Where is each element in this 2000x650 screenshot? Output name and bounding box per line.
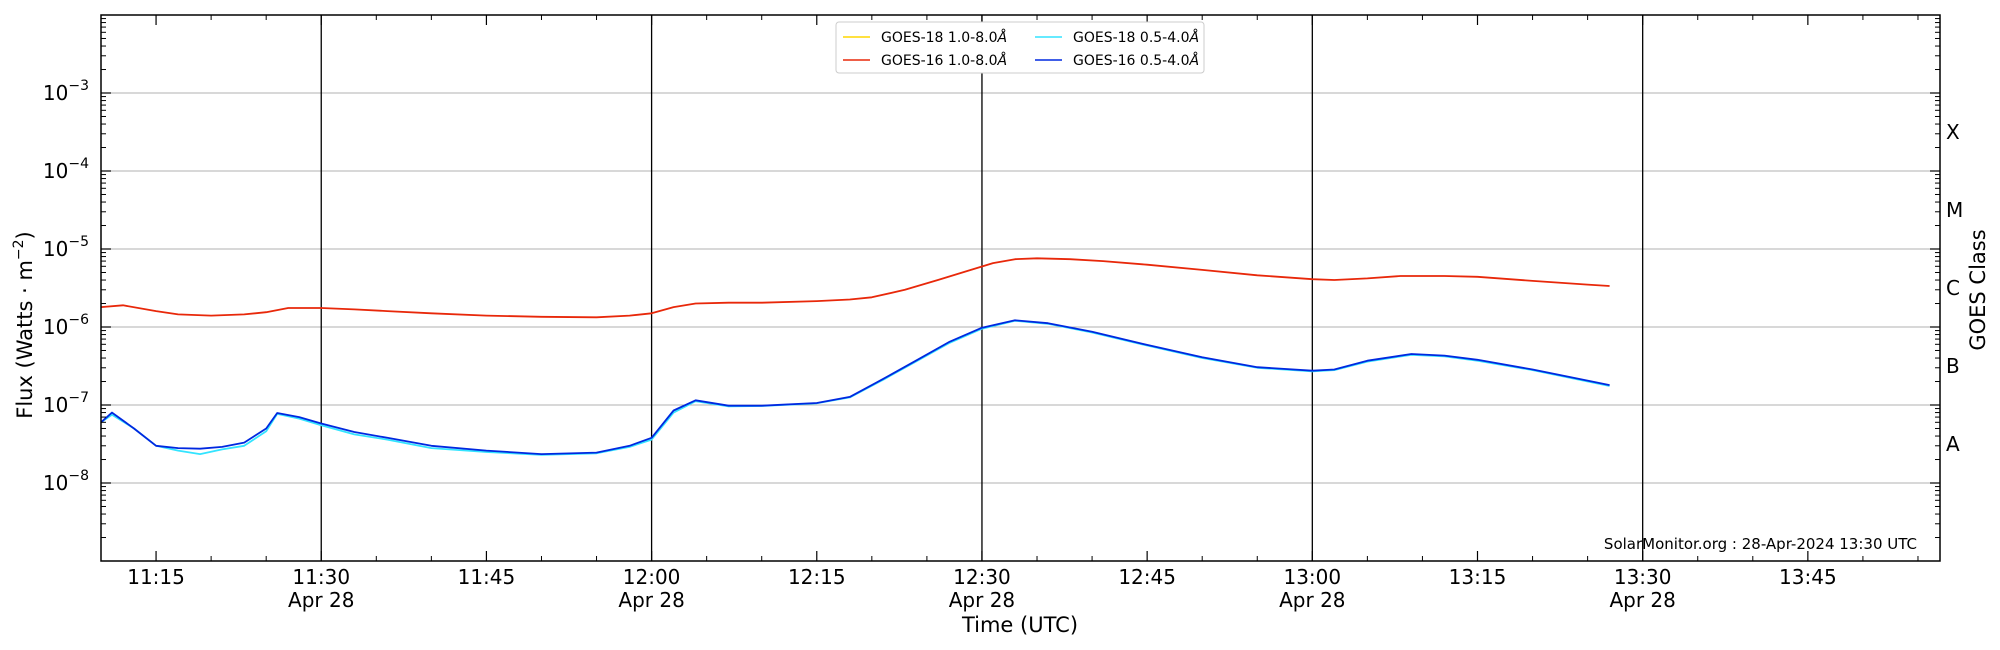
series-line (100, 257, 1610, 319)
plot-frame (100, 14, 1941, 562)
legend-entries: GOES-18 1.0-8.0Å GOES-18 0.5-4.0Å GOES-16 … (843, 29, 1199, 69)
x-tick-date-label: Apr 28 (1609, 588, 1675, 612)
goes-class-label: M (1946, 198, 1963, 222)
goes-class-label: C (1946, 276, 1960, 300)
legend-label: GOES-16 0.5-4.0Å (1073, 52, 1199, 69)
x-tick-label: 11:30 (292, 565, 350, 589)
y-tick-label: 10−5 (43, 234, 89, 261)
y-tick-label: 10−8 (43, 468, 89, 495)
y-tick-label: 10−4 (43, 156, 89, 183)
series-line (100, 319, 1610, 456)
y-tick-label: 10−7 (43, 390, 89, 417)
x-tick-label: 12:00 (623, 565, 681, 589)
x-tick-label: 12:30 (953, 565, 1011, 589)
goes-class-label: A (1946, 432, 1960, 456)
x-axis-label: Time (UTC) (961, 613, 1078, 637)
y-tick-label: 10−6 (43, 312, 89, 339)
x-tick-label: 12:15 (788, 565, 846, 589)
y-axis-label: Flux (Watts · m−2) (11, 231, 37, 419)
x-tick-label: 13:15 (1449, 565, 1507, 589)
x-tick-date-label: Apr 28 (949, 588, 1015, 612)
x-tick-label: 11:45 (458, 565, 516, 589)
x-tick-date-label: Apr 28 (288, 588, 354, 612)
vertical-time-markers (320, 15, 1644, 561)
x-tick-date-label: Apr 28 (618, 588, 684, 612)
x-tick-label: 13:00 (1283, 565, 1341, 589)
horizontal-grid (101, 92, 1940, 484)
goes-class-label: B (1946, 354, 1960, 378)
x-tick-date-label: Apr 28 (1279, 588, 1345, 612)
x-tick-label: 12:45 (1118, 565, 1176, 589)
legend-label: GOES-18 1.0-8.0Å (881, 29, 1007, 46)
goes-class-axis-label: GOES Class (1966, 229, 1990, 350)
credit-text: SolarMonitor.org : 28-Apr-2024 13:30 UTC (1604, 535, 1917, 553)
axis-ticks (100, 15, 1940, 561)
goes-class-labels: A B C M X (1946, 120, 1963, 456)
x-tick-label: 11:15 (127, 565, 185, 589)
goes-class-label: X (1946, 120, 1960, 144)
legend-box (835, 21, 1205, 74)
series-line (100, 319, 1610, 455)
x-tick-label: 13:45 (1779, 565, 1837, 589)
legend: GOES-18 1.0-8.0Å GOES-18 0.5-4.0Å GOES-16 … (835, 21, 1205, 74)
y-tick-label: 10−3 (43, 78, 89, 105)
x-tick-label: 13:30 (1614, 565, 1672, 589)
legend-label: GOES-18 0.5-4.0Å (1073, 29, 1199, 46)
legend-label: GOES-16 1.0-8.0Å (881, 52, 1007, 69)
flux-series (100, 257, 1610, 456)
